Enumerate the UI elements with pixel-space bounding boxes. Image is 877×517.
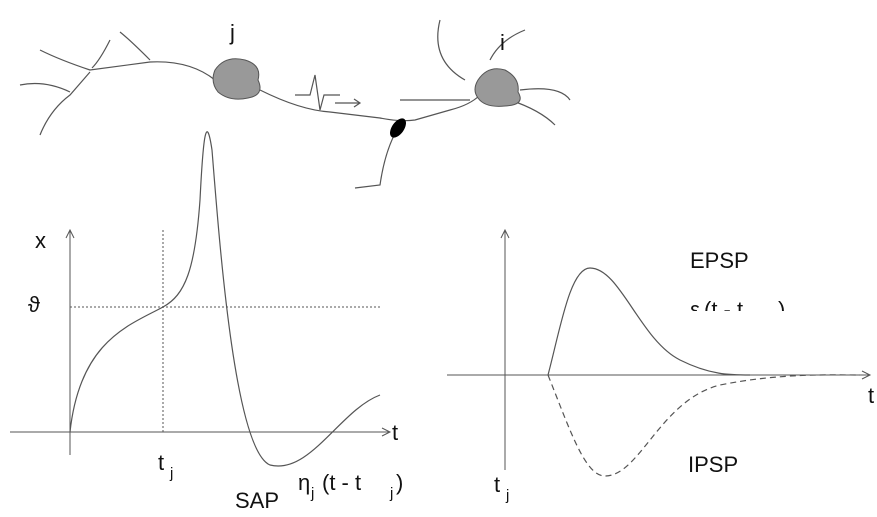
kernel-symbol: ε bbox=[690, 297, 700, 322]
plot-title: SAP bbox=[235, 488, 279, 513]
psp-plot: t t j EPSP ε (t - t j ) IPSP bbox=[447, 228, 874, 504]
kernel-arg: ) bbox=[396, 470, 403, 495]
kernel-arg: ) bbox=[778, 297, 785, 322]
spike-time: t bbox=[158, 450, 164, 475]
kernel-sub: j bbox=[389, 485, 393, 502]
spike-time-sub: j bbox=[169, 465, 173, 482]
kernel-sub: j bbox=[771, 312, 775, 329]
neurons: j i bbox=[19, 19, 571, 189]
sap-plot: x ϑ t t j SAP η j (t - t j ) bbox=[10, 131, 403, 513]
epsp-kernel-clip: ε (t - t j ) bbox=[690, 297, 785, 329]
spike-time-sub: j bbox=[505, 487, 509, 504]
neuron-label: j bbox=[229, 20, 235, 45]
spike-time: t bbox=[494, 472, 500, 497]
epsp-label: EPSP bbox=[690, 248, 749, 273]
axis-label: t bbox=[392, 420, 398, 445]
kernel-arg: (t - t bbox=[704, 297, 743, 322]
axis-label: x bbox=[35, 228, 46, 253]
threshold-label: ϑ bbox=[28, 292, 40, 317]
kernel-arg: (t - t bbox=[322, 470, 361, 495]
kernel-symbol: η bbox=[298, 470, 310, 495]
axis-label: t bbox=[868, 383, 874, 408]
kernel-sub: j bbox=[310, 485, 314, 502]
ipsp-label: IPSP bbox=[688, 452, 738, 477]
neuron-label: i bbox=[500, 30, 505, 55]
